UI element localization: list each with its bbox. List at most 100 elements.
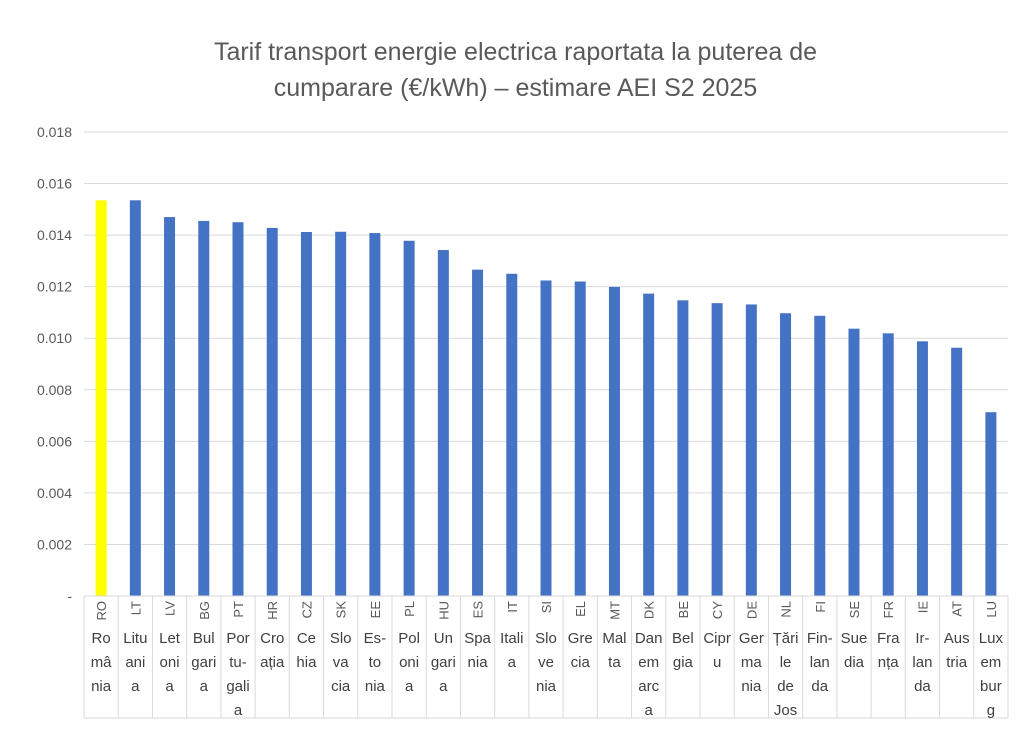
category-code-label: LT (128, 601, 143, 615)
bar-pl (403, 240, 415, 596)
bar-lv (164, 217, 176, 597)
y-tick-label: 0.014 (37, 227, 72, 243)
category-name-label: gali (226, 678, 249, 695)
category-code-label: HU (436, 601, 451, 620)
category-name-label: Ce (297, 630, 316, 647)
category-name-label: ația (260, 654, 285, 671)
category-name-label: a (200, 678, 209, 695)
category-name-label: ma (741, 654, 762, 671)
bar-nl (780, 313, 792, 596)
category-name-label: Cro (260, 630, 284, 647)
category-code-label: FI (813, 601, 828, 613)
bar-el (574, 281, 586, 596)
category-name-label: le (780, 654, 792, 671)
category-name-label: de (777, 678, 794, 695)
y-tick-label: 0.008 (37, 382, 72, 398)
y-tick-label: 0.012 (37, 279, 72, 295)
category-code-label: AT (950, 601, 965, 617)
bar-lt (129, 200, 141, 597)
bar-ee (369, 233, 381, 596)
bar-es (472, 269, 484, 596)
y-tick-label: 0.016 (37, 176, 72, 192)
category-name-label: em (638, 654, 659, 671)
chart-title-line-1: Tarif transport energie electrica raport… (213, 38, 818, 66)
bar-bg (198, 220, 210, 596)
category-code-label: NL (779, 601, 794, 618)
bar-mt (608, 286, 620, 596)
category-name-label: a (508, 654, 517, 671)
category-name-label: a (405, 678, 414, 695)
category-code-label: FR (881, 601, 896, 618)
category-name-label: cia (331, 678, 351, 695)
category-name-label: Un (434, 630, 453, 647)
category-code-label: BE (676, 601, 691, 619)
bar-be (677, 300, 689, 596)
bar-hr (266, 227, 278, 597)
category-name-label: Pol (398, 630, 420, 647)
category-code-label: PT (231, 601, 246, 618)
category-code-label: DE (744, 601, 759, 619)
bar-at (951, 347, 963, 596)
category-name-label: Itali (500, 630, 523, 647)
category-name-label: Lux (979, 630, 1004, 647)
bar-cz (300, 232, 312, 597)
category-name-label: Spa (464, 630, 491, 647)
bar-dk (643, 293, 655, 596)
y-tick-label: 0.006 (37, 433, 72, 449)
category-name-label: hia (296, 654, 317, 671)
category-name-label: a (439, 678, 448, 695)
category-name-label: a (131, 678, 140, 695)
category-code-label: RO (94, 601, 109, 621)
category-name-label: a (234, 702, 243, 719)
y-tick-label: 0.018 (37, 124, 72, 140)
category-name-label: va (333, 654, 350, 671)
y-tick-label: 0.002 (37, 536, 72, 552)
category-code-label: EE (368, 601, 383, 619)
category-name-label: Mal (602, 630, 626, 647)
category-name-label: Țări (773, 630, 799, 647)
bar-cy (711, 303, 723, 596)
category-code-label: PL (402, 601, 417, 617)
y-tick-label: 0.010 (37, 330, 72, 346)
category-name-label: g (987, 702, 995, 719)
category-code-label: SK (334, 601, 349, 619)
category-code-label: IT (505, 601, 520, 613)
category-name-label: mâ (91, 654, 112, 671)
category-name-label: Jos (774, 702, 797, 719)
category-name-label: oni (399, 654, 419, 671)
category-code-label: SE (847, 601, 862, 619)
category-name-label: Bel (672, 630, 694, 647)
category-name-label: Cipr (703, 630, 731, 647)
y-tick-label: 0.004 (37, 485, 72, 501)
category-name-label: Litu (123, 630, 147, 647)
category-name-label: ve (538, 654, 554, 671)
category-name-label: lan (810, 654, 830, 671)
category-name-label: Sue (841, 630, 868, 647)
category-name-label: da (811, 678, 828, 695)
category-name-label: em (980, 654, 1001, 671)
category-name-label: bur (980, 678, 1002, 695)
category-name-label: u (713, 654, 721, 671)
bars (95, 200, 997, 597)
bar-se (848, 328, 860, 596)
category-name-label: to (369, 654, 382, 671)
category-name-label: a (165, 678, 174, 695)
y-tick-label: - (67, 588, 72, 604)
category-name-label: Fra (877, 630, 900, 647)
category-name-label: nia (536, 678, 557, 695)
category-name-label: nia (468, 654, 489, 671)
category-code-label: DK (642, 601, 657, 619)
category-name-label: lan (912, 654, 932, 671)
category-name-label: ani (125, 654, 145, 671)
category-name-label: nia (741, 678, 762, 695)
category-code-label: BG (197, 601, 212, 620)
category-name-label: gari (431, 654, 456, 671)
category-name-label: tu- (229, 654, 247, 671)
category-name-label: gari (191, 654, 216, 671)
category-name-label: cia (571, 654, 591, 671)
category-name-label: Let (159, 630, 181, 647)
category-name-label: gia (673, 654, 694, 671)
category-name-label: da (914, 678, 931, 695)
category-code-label: LV (163, 601, 178, 616)
